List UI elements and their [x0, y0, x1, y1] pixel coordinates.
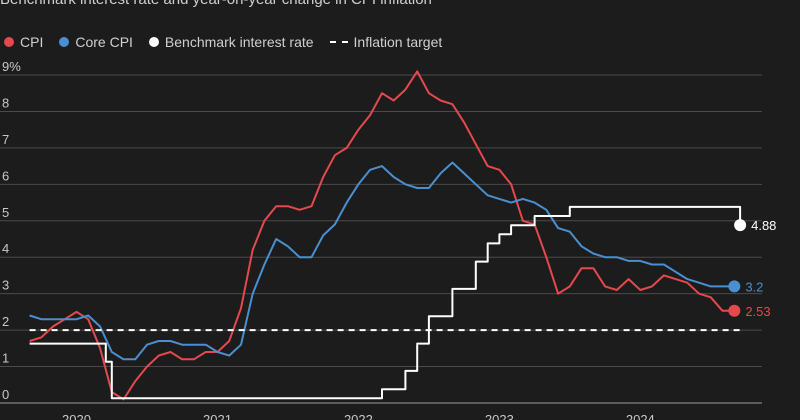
legend-item-cpi: CPI	[4, 34, 43, 50]
end-marker-benchmark	[734, 219, 747, 232]
series-line-core_cpi	[29, 161, 735, 361]
y-tick-label: 0	[2, 387, 9, 402]
x-tick-label: 2024	[626, 412, 655, 420]
x-tick-label: 2023	[485, 412, 514, 420]
y-tick-label: 3	[2, 278, 9, 293]
end-label-core_cpi: 3.2	[745, 279, 763, 294]
y-tick-label: 1	[2, 351, 9, 366]
end-label-benchmark: 4.88	[751, 218, 776, 233]
y-tick-label: 4	[2, 241, 9, 256]
end-marker-core_cpi	[728, 280, 741, 293]
chart-legend: CPI Core CPI Benchmark interest rate Inf…	[4, 34, 442, 50]
legend-label-target: Inflation target	[353, 34, 443, 50]
legend-label-benchmark: Benchmark interest rate	[164, 34, 314, 50]
y-tick-label: 5	[2, 205, 9, 220]
y-tick-label: 8	[2, 95, 9, 110]
series-line-cpi	[29, 70, 735, 401]
y-tick-label: 9%	[2, 59, 21, 74]
x-tick-label: 2020	[62, 412, 91, 420]
legend-label-core-cpi: Core CPI	[75, 34, 133, 50]
legend-swatch-benchmark	[148, 37, 159, 47]
legend-swatch-cpi	[4, 37, 14, 47]
legend-item-core-cpi: Core CPI	[59, 34, 133, 50]
y-tick-label: 2	[2, 314, 9, 329]
end-label-cpi: 2.53	[745, 304, 770, 319]
y-tick-label: 7	[2, 132, 9, 147]
x-tick-label: 2021	[203, 412, 232, 420]
x-tick-label: 2022	[344, 412, 373, 420]
legend-label-cpi: CPI	[20, 34, 44, 50]
legend-swatch-core-cpi	[59, 37, 70, 47]
legend-item-benchmark: Benchmark interest rate	[148, 34, 314, 50]
end-marker-cpi	[728, 304, 741, 317]
y-tick-label: 6	[2, 168, 9, 183]
legend-item-target: Inflation target	[329, 34, 443, 50]
legend-swatch-target	[329, 41, 348, 43]
chart-title: Benchmark interest rate and year-on-year…	[0, 0, 432, 8]
series-line-benchmark	[29, 205, 742, 400]
